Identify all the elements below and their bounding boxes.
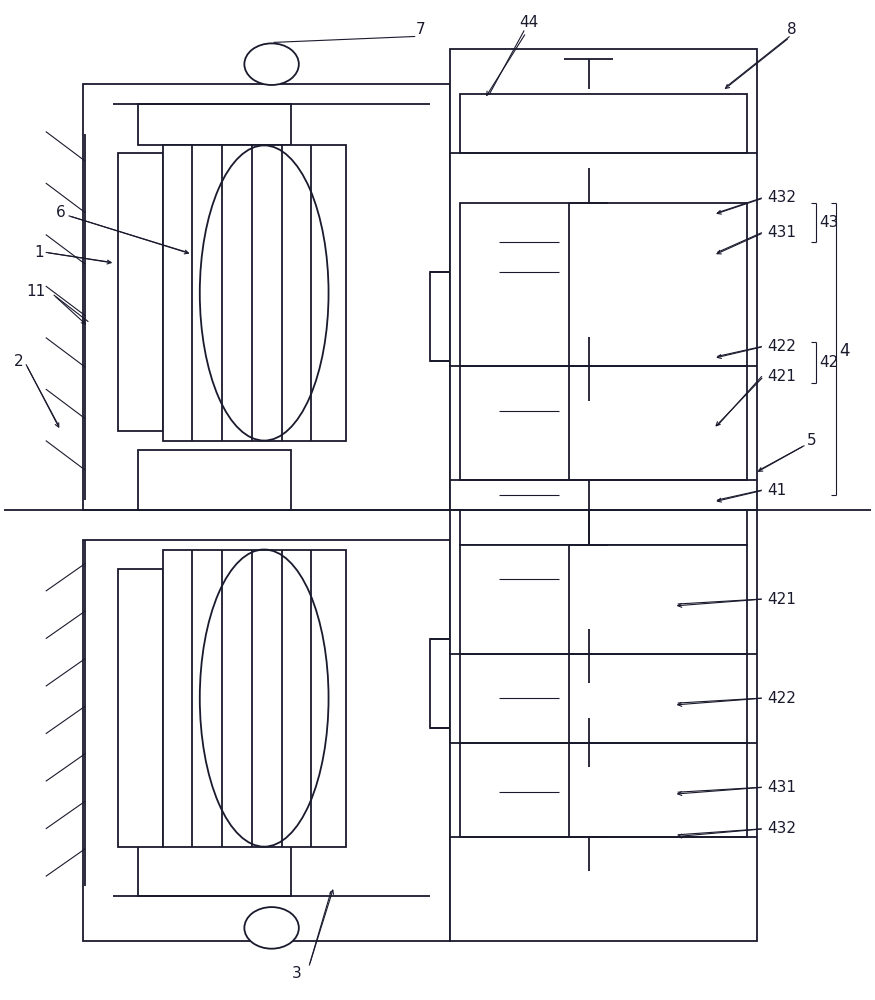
Text: 43: 43 [819, 215, 839, 230]
Text: 1: 1 [34, 245, 44, 260]
Bar [459, 510, 747, 545]
Text: 431: 431 [766, 225, 796, 240]
Text: 431: 431 [766, 780, 796, 795]
Ellipse shape [244, 907, 299, 949]
Text: 6: 6 [56, 205, 66, 220]
Text: 421: 421 [766, 592, 795, 607]
Bar [459, 366, 747, 480]
Bar [138, 450, 291, 510]
Text: 42: 42 [819, 355, 838, 370]
Bar [83, 540, 450, 941]
Bar [459, 94, 747, 153]
Text: 422: 422 [766, 339, 795, 354]
Bar [450, 49, 757, 510]
Bar [459, 743, 747, 837]
Text: 44: 44 [520, 15, 539, 30]
Bar [138, 104, 291, 145]
Text: 4: 4 [839, 342, 850, 360]
Text: 5: 5 [807, 433, 816, 448]
Bar [459, 654, 747, 743]
Text: 422: 422 [766, 691, 795, 706]
Bar [138, 839, 291, 896]
Text: 421: 421 [766, 369, 795, 384]
Bar [163, 145, 346, 441]
Text: 3: 3 [291, 966, 301, 981]
Bar [450, 510, 757, 941]
Text: 7: 7 [416, 22, 425, 37]
Bar [163, 550, 346, 847]
Text: 432: 432 [766, 821, 796, 836]
Bar [430, 272, 450, 361]
Bar [118, 569, 163, 847]
Text: 11: 11 [26, 284, 46, 299]
Bar [459, 203, 747, 366]
Text: 8: 8 [787, 22, 796, 37]
Text: 2: 2 [14, 354, 24, 369]
Text: 432: 432 [766, 190, 796, 205]
Text: 41: 41 [766, 483, 786, 498]
Bar [430, 639, 450, 728]
Bar [459, 545, 747, 654]
Bar [83, 84, 450, 510]
Ellipse shape [244, 43, 299, 85]
Bar [118, 153, 163, 431]
